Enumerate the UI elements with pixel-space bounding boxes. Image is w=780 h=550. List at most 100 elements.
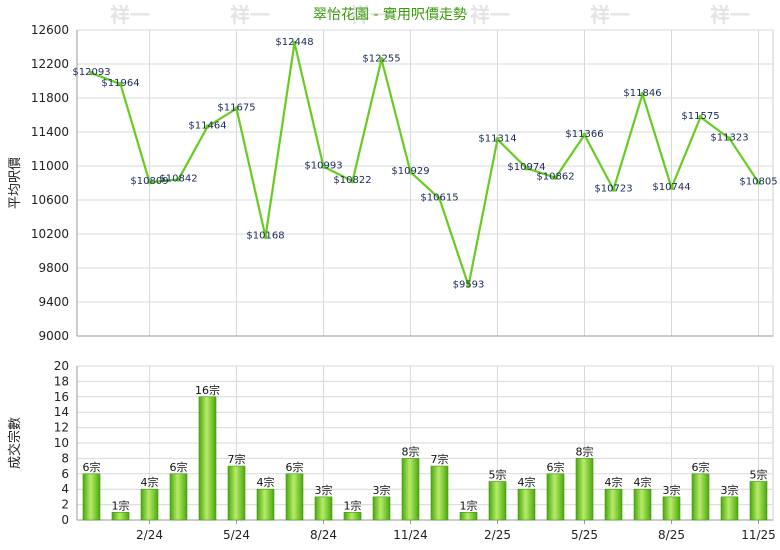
price-data-label: $10993 xyxy=(304,161,342,172)
watermark-text: 祥一 xyxy=(710,3,750,27)
volume-bar xyxy=(401,458,420,521)
price-line-chart: 9000 9400 9800 10200 10600 11000 11400 11800 122… xyxy=(8,23,778,343)
y-tick-label: 8 xyxy=(61,451,69,465)
y-tick-label: 14 xyxy=(54,405,69,419)
x-tick-label: 5/25 xyxy=(571,528,598,542)
price-data-label: $10929 xyxy=(391,166,429,177)
y-tick-label: 9800 xyxy=(38,261,69,275)
y-tick-label: 12200 xyxy=(31,57,69,71)
volume-data-label: 3宗 xyxy=(663,483,681,497)
volume-data-label: 4宗 xyxy=(257,475,275,489)
price-line xyxy=(91,41,760,287)
volume-data-label: 6宗 xyxy=(286,460,304,474)
volume-bar xyxy=(430,465,449,521)
price-point xyxy=(756,180,761,185)
volume-data-label: 4宗 xyxy=(634,475,652,489)
price-point xyxy=(321,164,326,169)
volume-bar xyxy=(575,458,594,521)
price-data-label: $12093 xyxy=(72,67,110,78)
volume-data-label: 3宗 xyxy=(315,483,333,497)
price-data-label: $11575 xyxy=(681,111,719,122)
y-axis-label: 平均呎價 xyxy=(8,157,23,209)
price-point xyxy=(176,177,181,182)
watermark-text: 祥一 xyxy=(470,3,510,27)
x-tick-label: 8/24 xyxy=(310,528,337,542)
y-tick-label: 0 xyxy=(61,513,69,527)
price-point xyxy=(408,169,413,175)
price-data-label: $11846 xyxy=(623,88,661,99)
price-data-label: $10615 xyxy=(420,193,458,204)
price-point xyxy=(89,70,94,76)
y-tick-label: 9000 xyxy=(38,329,69,343)
price-data-label: $11464 xyxy=(188,121,226,132)
x-tick-label: 8/25 xyxy=(658,528,685,542)
price-data-label: $11366 xyxy=(565,129,603,140)
x-tick-label: 2/25 xyxy=(484,528,511,542)
price-point xyxy=(379,57,384,62)
y-tick-label: 18 xyxy=(54,374,69,388)
y-tick-label: 12600 xyxy=(31,23,69,37)
volume-data-label: 4宗 xyxy=(141,475,159,489)
chart-title: 翠怡花園 - 實用呎價走勢 xyxy=(313,6,467,23)
y-tick-label: 10200 xyxy=(31,227,69,241)
volume-bar xyxy=(82,473,101,521)
price-data-label: $11314 xyxy=(478,133,516,144)
volume-data-label: 6宗 xyxy=(547,460,565,474)
y-tick-label: 2 xyxy=(61,498,69,512)
price-point xyxy=(147,180,152,185)
volume-bar xyxy=(256,488,275,521)
volume-bar xyxy=(372,496,391,521)
price-data-label: $11675 xyxy=(217,103,255,114)
volume-bar xyxy=(169,473,188,521)
volume-data-label: 4宗 xyxy=(518,475,536,489)
volume-bar xyxy=(140,488,159,521)
volume-bar xyxy=(691,473,710,521)
volume-bar xyxy=(314,496,333,521)
volume-data-label: 1宗 xyxy=(460,498,478,512)
price-data-label: $10842 xyxy=(159,173,197,184)
volume-data-label: 6宗 xyxy=(692,460,710,474)
price-data-label: $10809 xyxy=(130,176,168,187)
x-tick-label: 2/24 xyxy=(136,528,163,542)
y-tick-label: 4 xyxy=(61,482,69,496)
price-point xyxy=(437,196,442,201)
plot-area xyxy=(76,29,774,337)
price-data-label: $10168 xyxy=(246,231,284,242)
volume-data-label: 6宗 xyxy=(170,460,188,474)
volume-bar xyxy=(517,488,536,521)
volume-data-label: 8宗 xyxy=(402,444,420,458)
y-tick-label: 12 xyxy=(54,421,69,435)
y-tick-label: 10 xyxy=(54,436,69,450)
y-tick-label: 16 xyxy=(54,390,69,404)
y-tick-label: 9400 xyxy=(38,295,69,309)
volume-bar xyxy=(604,488,623,521)
volume-bar xyxy=(488,481,507,521)
price-data-label: $11323 xyxy=(710,133,748,144)
volume-bar xyxy=(720,496,739,521)
price-data-label: $10744 xyxy=(652,182,690,193)
volume-bar xyxy=(633,488,652,521)
price-point xyxy=(582,132,587,138)
y-tick-label: 10600 xyxy=(31,193,69,207)
x-tick-label: 11/24 xyxy=(393,528,428,542)
price-data-label: $9593 xyxy=(453,280,485,291)
price-data-label: $10974 xyxy=(507,162,545,173)
price-data-label: $10822 xyxy=(333,175,371,186)
x-tick-label: 11/25 xyxy=(741,528,776,542)
price-point xyxy=(205,124,210,129)
price-point xyxy=(640,91,645,97)
y-tick-label: 11800 xyxy=(31,91,69,105)
volume-data-label: 16宗 xyxy=(195,383,220,397)
volume-bar xyxy=(198,396,217,521)
volume-data-label: 3宗 xyxy=(373,483,391,497)
price-data-label: $10862 xyxy=(536,172,574,183)
watermark-text: 祥一 xyxy=(590,3,630,27)
volume-data-label: 1宗 xyxy=(112,498,130,512)
price-point xyxy=(292,40,297,46)
price-data-label: $11964 xyxy=(101,78,139,89)
price-data-label: $10805 xyxy=(739,177,777,188)
y-tick-label: 6 xyxy=(61,467,69,481)
volume-bar xyxy=(111,511,130,521)
price-point xyxy=(118,81,123,87)
